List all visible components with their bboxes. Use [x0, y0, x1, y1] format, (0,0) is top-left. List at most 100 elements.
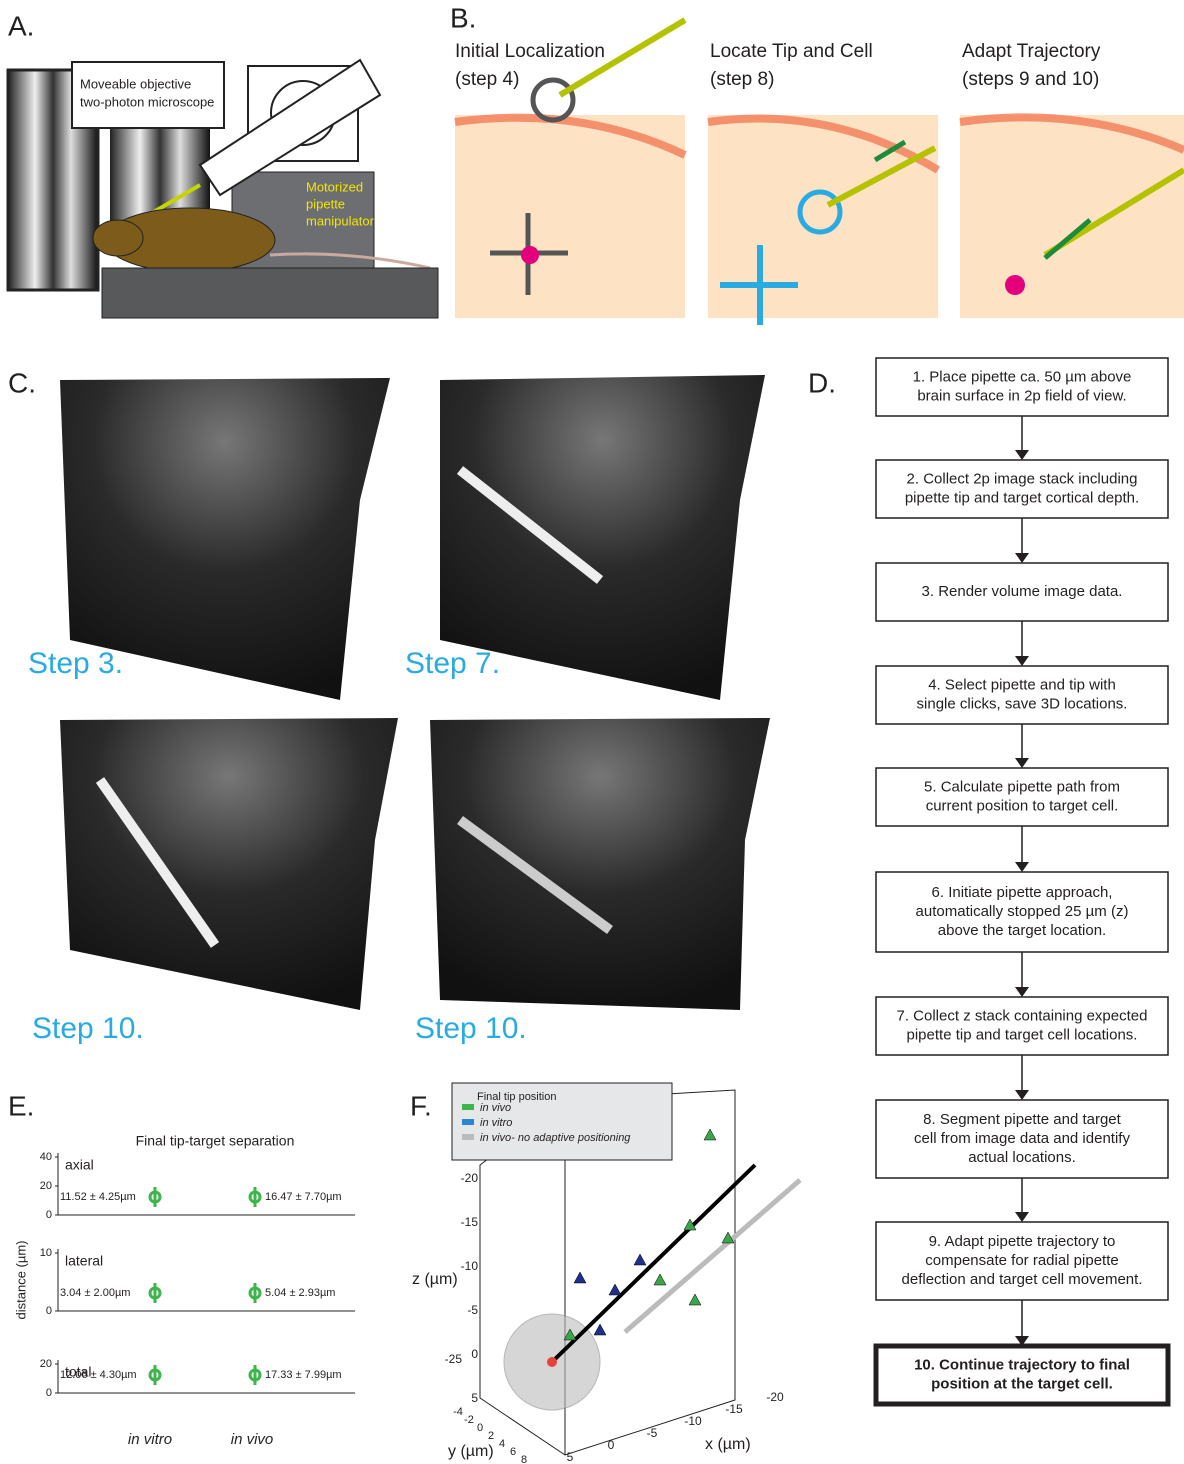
- flow-text: cell from image data and identify: [914, 1130, 1130, 1147]
- flow-text: pipette tip and target cell locations.: [907, 1026, 1138, 1043]
- manipulator-text: manipulator: [306, 213, 375, 228]
- legend-swatch: [462, 1134, 474, 1140]
- legend-swatch: [462, 1119, 474, 1125]
- flow-text: compensate for radial pipette: [925, 1252, 1118, 1269]
- flow-text: above the target location.: [938, 922, 1106, 939]
- stat-label: 12.06 ± 4.30µm: [60, 1369, 137, 1381]
- step-label: Step 7.: [405, 647, 500, 680]
- axis-label: z (µm): [412, 1271, 458, 1288]
- no-adapt: [625, 1180, 800, 1332]
- marker: [704, 1129, 716, 1140]
- panel-label: B.: [450, 2, 476, 33]
- flow-text: 10. Continue trajectory to final: [914, 1356, 1130, 1373]
- step-label: Step 3.: [28, 647, 123, 680]
- flow-text: pipette tip and target cortical depth.: [905, 489, 1139, 506]
- tip: [547, 1357, 557, 1367]
- panel-a-art: [8, 60, 438, 318]
- y-tick-label: 0: [477, 1422, 483, 1434]
- flow-text: 2. Collect 2p image stack including: [907, 470, 1138, 487]
- panel-label: C.: [8, 367, 36, 398]
- x-tick-label: 5: [567, 1450, 574, 1464]
- axis-label: y (µm): [448, 1443, 494, 1460]
- y-tick-label: 20: [40, 1180, 52, 1192]
- manipulator-text: Motorized: [306, 179, 363, 194]
- flow-text: deflection and target cell movement.: [902, 1271, 1143, 1288]
- step-title: Locate Tip and Cell: [710, 41, 873, 62]
- z-tick-label: 5: [471, 1391, 478, 1405]
- group-label: in vivo: [231, 1431, 274, 1448]
- flow-text: 5. Calculate pipette path from: [924, 778, 1120, 795]
- subplot-name: lateral: [65, 1253, 103, 1269]
- step-title: Adapt Trajectory: [962, 41, 1101, 62]
- y-tick-label: 40: [40, 1151, 52, 1163]
- y-tick-label: 0: [46, 1387, 52, 1399]
- marker: [634, 1254, 646, 1265]
- arrow-head: [1015, 450, 1029, 460]
- flow-text: automatically stopped 25 µm (z): [916, 903, 1129, 920]
- box-text: Moveable objective: [80, 76, 191, 91]
- y-tick-label: 4: [499, 1438, 505, 1450]
- x-tick-label: -15: [725, 1402, 743, 1416]
- y-label: distance (µm): [13, 1240, 28, 1319]
- axis-label: x (µm): [705, 1436, 751, 1453]
- step-sub: (step 8): [710, 69, 774, 90]
- figure: A. B. C. D. E. F. Moveable objective two-photon…: [0, 0, 1184, 1464]
- flow-text: 7. Collect z stack containing expected: [897, 1007, 1148, 1024]
- y-tick-label: 0: [46, 1209, 52, 1221]
- z-tick-label: -20: [461, 1171, 479, 1185]
- z-tick-label: -15: [461, 1215, 479, 1229]
- stat-label: 11.52 ± 4.25µm: [60, 1191, 136, 1203]
- y-tick-label: 0: [46, 1305, 52, 1317]
- panel-label: A.: [8, 10, 34, 41]
- arrow-head: [1015, 553, 1029, 563]
- y-tick-label: 6: [510, 1446, 516, 1458]
- y-tick-label: -4: [453, 1406, 463, 1418]
- flow-text: 1. Place pipette ca. 50 µm above: [913, 368, 1132, 385]
- marker: [609, 1284, 621, 1295]
- panel-label: D.: [808, 367, 836, 398]
- step-sub: (steps 9 and 10): [962, 69, 1099, 90]
- stat-label: 5.04 ± 2.93µm: [265, 1287, 335, 1299]
- panel-label: F.: [410, 1090, 432, 1121]
- arrow-head: [1015, 1090, 1029, 1100]
- arrow-head: [1015, 1212, 1029, 1222]
- stat-label: 16.47 ± 7.70µm: [265, 1191, 342, 1203]
- box-text: two-photon microscope: [80, 94, 214, 109]
- flow-text: brain surface in 2p field of view.: [917, 387, 1126, 404]
- marker: [594, 1324, 606, 1335]
- z-tick-label: -25: [445, 1352, 463, 1366]
- arrow-head: [1015, 758, 1029, 768]
- panel-c-art: [60, 375, 770, 1010]
- step-label: Step 10.: [32, 1012, 144, 1045]
- group-label: in vitro: [128, 1431, 172, 1448]
- flow-text: actual locations.: [968, 1149, 1076, 1166]
- y-tick-label: 20: [40, 1358, 52, 1370]
- flow-text: 9. Adapt pipette trajectory to: [929, 1233, 1116, 1250]
- y-tick-label: 8: [521, 1454, 527, 1464]
- subplot-name: axial: [65, 1157, 94, 1173]
- y-tick-label: -2: [464, 1414, 474, 1426]
- y-tick-label: 10: [40, 1247, 52, 1259]
- x-tick-label: 0: [608, 1438, 615, 1452]
- marker: [689, 1294, 701, 1305]
- arrow-head: [1015, 656, 1029, 666]
- flow-text: position at the target cell.: [931, 1375, 1113, 1392]
- marker: [654, 1274, 666, 1285]
- marker: [574, 1272, 586, 1283]
- panel-label: E.: [8, 1090, 34, 1121]
- legend-item: in vivo- no adaptive positioning: [480, 1132, 631, 1144]
- stat-label: 3.04 ± 2.00µm: [60, 1287, 130, 1299]
- y-tick-label: 2: [488, 1430, 494, 1442]
- z-tick-label: -5: [467, 1303, 478, 1317]
- panel-b-art: [455, 20, 1184, 325]
- legend-swatch: [462, 1104, 474, 1110]
- x-tick-label: -5: [647, 1426, 658, 1440]
- stat-label: 17.33 ± 7.99µm: [265, 1369, 342, 1381]
- legend-item: in vivo: [480, 1102, 511, 1114]
- flow-text: 6. Initiate pipette approach,: [932, 884, 1113, 901]
- arrow-head: [1015, 987, 1029, 997]
- flow-text: single clicks, save 3D locations.: [917, 695, 1128, 712]
- flow-text: 8. Segment pipette and target: [923, 1111, 1121, 1128]
- flow-text: 3. Render volume image data.: [922, 583, 1123, 600]
- x-tick-label: -10: [684, 1414, 702, 1428]
